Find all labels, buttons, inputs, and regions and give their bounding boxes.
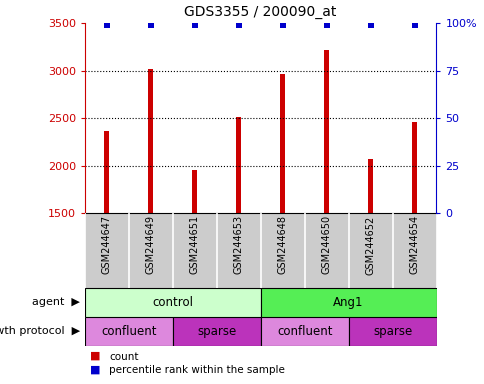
Text: percentile rank within the sample: percentile rank within the sample bbox=[109, 365, 285, 375]
Bar bbox=[367, 159, 372, 213]
Bar bbox=[236, 117, 241, 213]
Bar bbox=[348, 317, 436, 346]
Text: GSM244651: GSM244651 bbox=[189, 215, 199, 275]
Bar bbox=[192, 170, 197, 213]
Bar bbox=[260, 288, 436, 317]
Text: sparse: sparse bbox=[372, 325, 411, 338]
Text: GSM244650: GSM244650 bbox=[321, 215, 331, 275]
Text: ■: ■ bbox=[90, 364, 100, 374]
Title: GDS3355 / 200090_at: GDS3355 / 200090_at bbox=[184, 5, 336, 19]
Bar bbox=[85, 317, 172, 346]
Text: sparse: sparse bbox=[197, 325, 236, 338]
Bar bbox=[85, 288, 260, 317]
Text: control: control bbox=[152, 296, 193, 309]
Text: GSM244653: GSM244653 bbox=[233, 215, 243, 275]
Text: GSM244647: GSM244647 bbox=[102, 215, 112, 275]
Bar bbox=[104, 131, 109, 213]
Bar bbox=[279, 74, 285, 213]
Text: GSM244652: GSM244652 bbox=[365, 215, 375, 275]
Text: Ang1: Ang1 bbox=[333, 296, 363, 309]
Text: confluent: confluent bbox=[276, 325, 332, 338]
Text: agent  ▶: agent ▶ bbox=[32, 297, 80, 308]
Bar bbox=[172, 317, 260, 346]
Bar bbox=[260, 317, 348, 346]
Text: growth protocol  ▶: growth protocol ▶ bbox=[0, 326, 80, 336]
Bar bbox=[148, 69, 153, 213]
Bar bbox=[411, 122, 416, 213]
Text: GSM244649: GSM244649 bbox=[146, 215, 155, 274]
Text: GSM244648: GSM244648 bbox=[277, 215, 287, 274]
Text: ■: ■ bbox=[90, 351, 100, 361]
Text: count: count bbox=[109, 352, 138, 362]
Text: GSM244654: GSM244654 bbox=[408, 215, 419, 275]
Text: confluent: confluent bbox=[101, 325, 156, 338]
Bar bbox=[323, 50, 329, 213]
